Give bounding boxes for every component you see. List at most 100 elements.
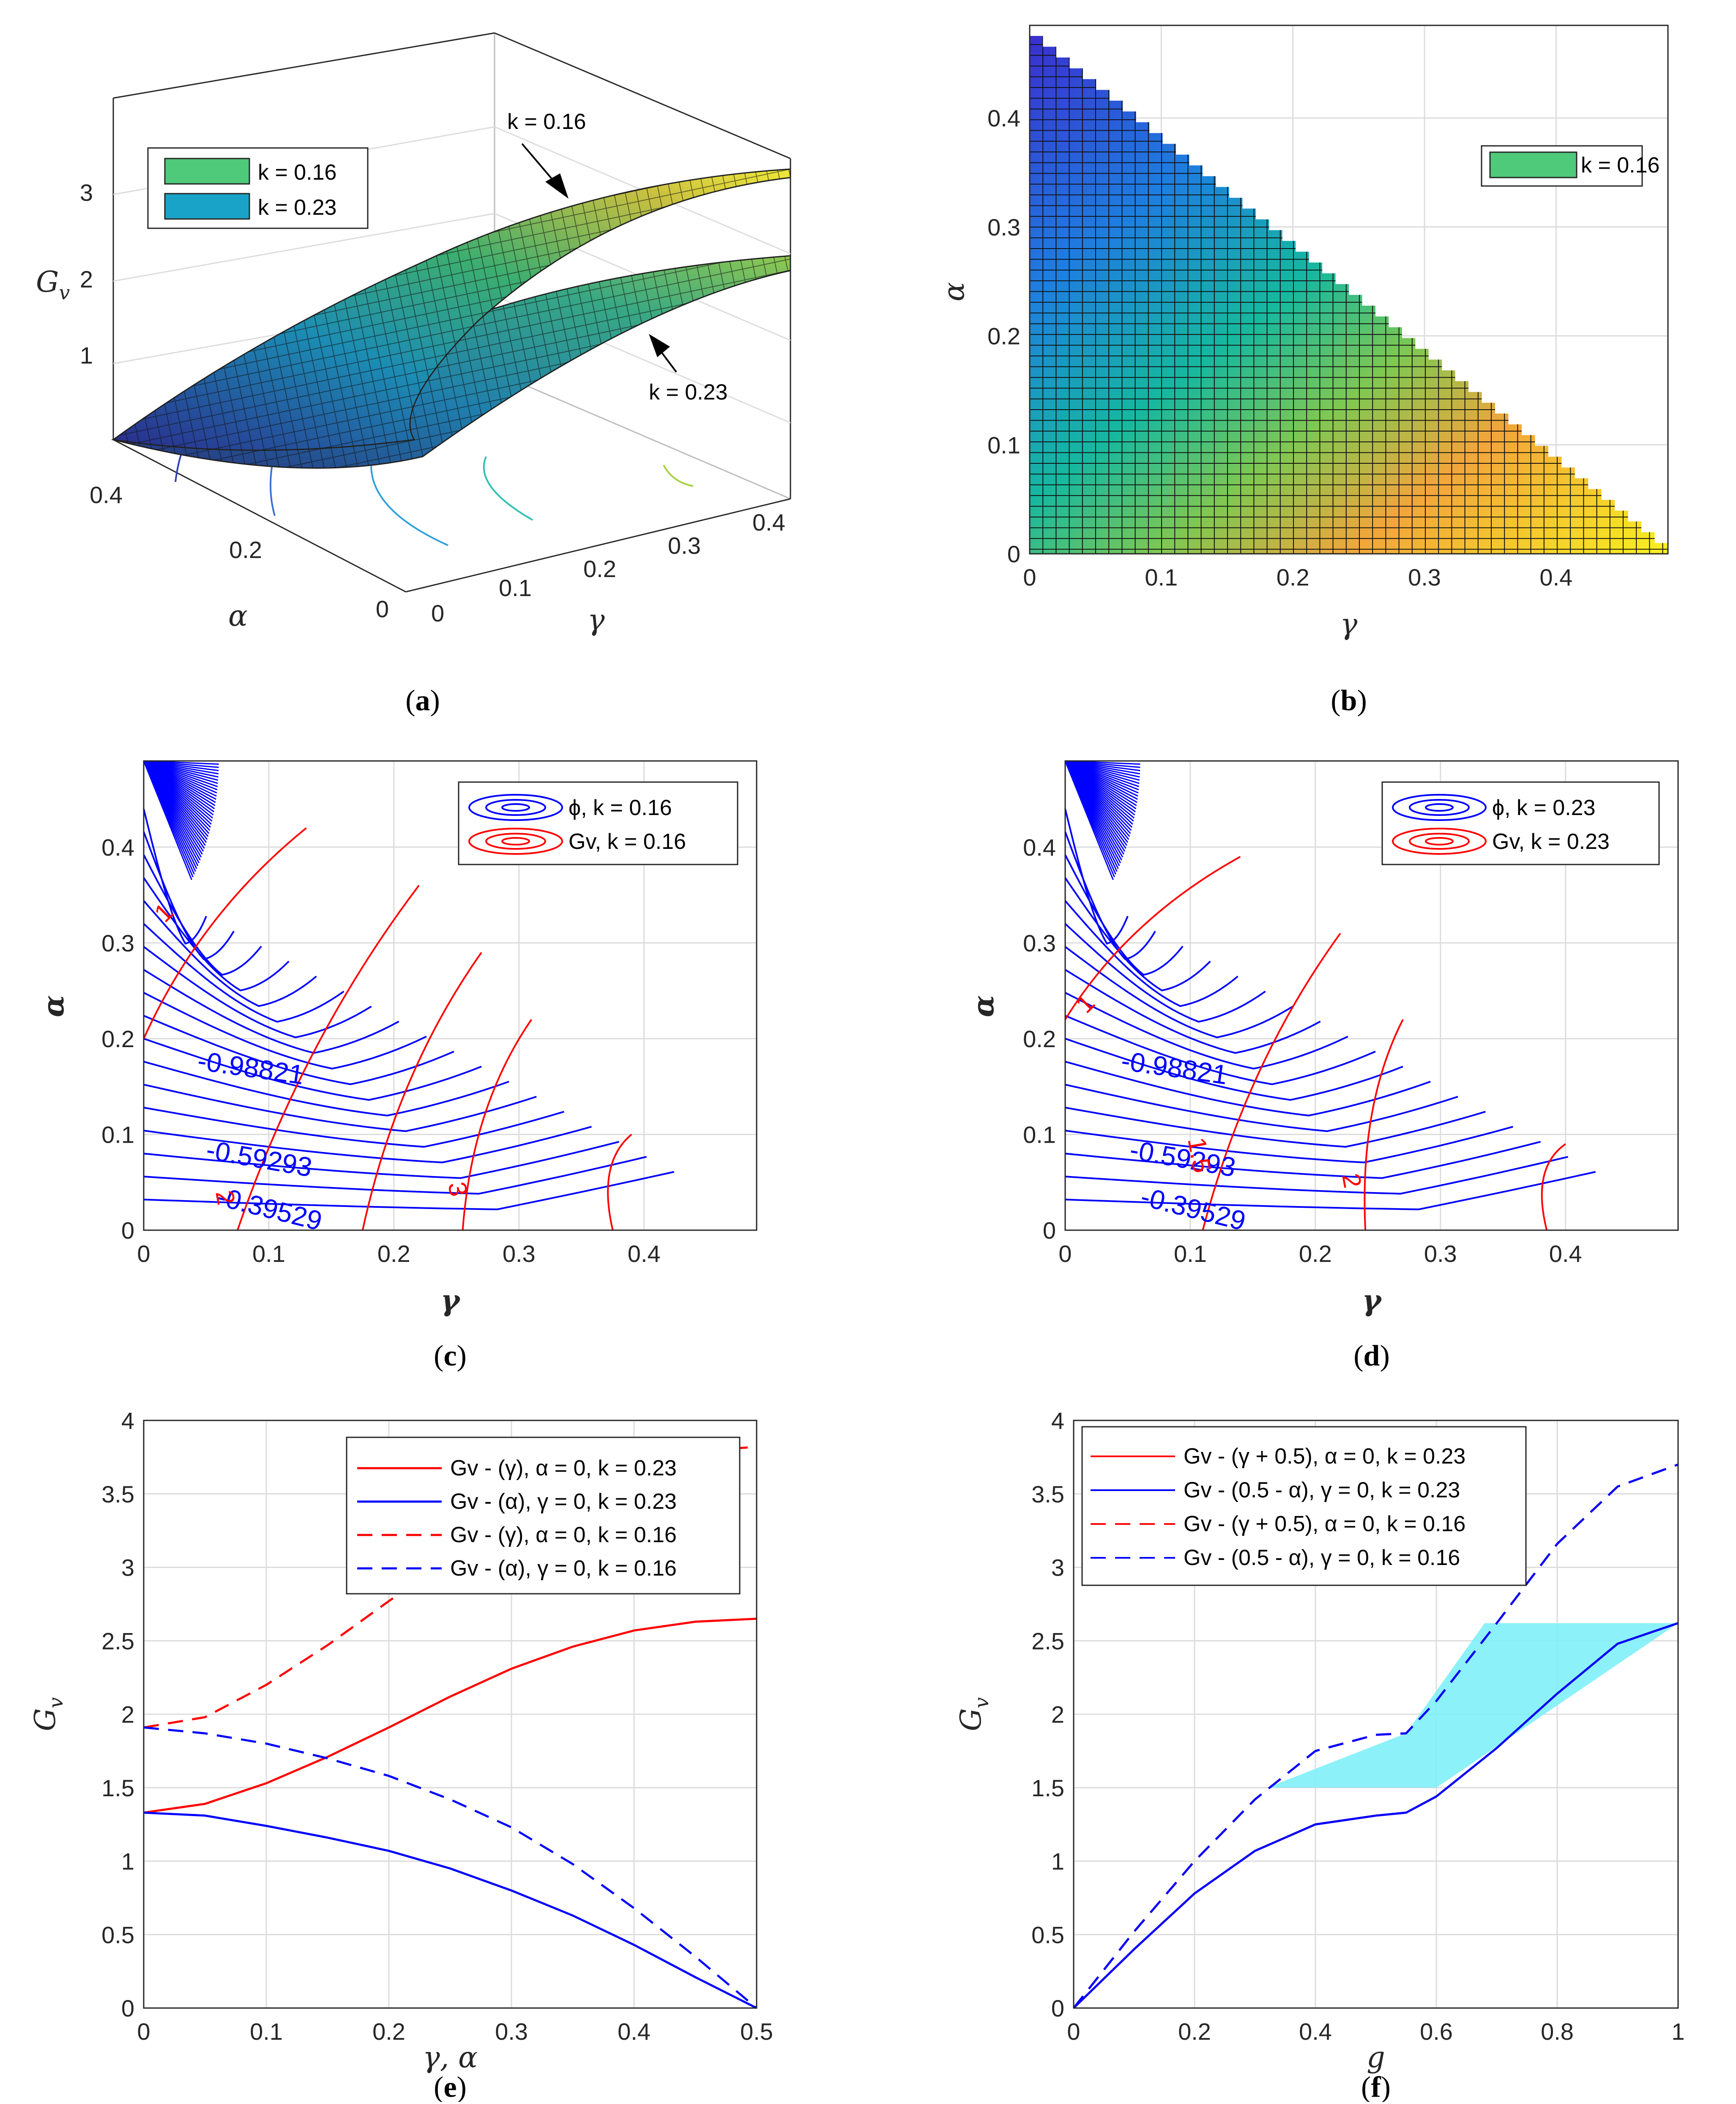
c-y-tick: 0.3: [101, 930, 134, 956]
a-z-tick: 3: [80, 179, 93, 206]
e-axes-frame: [143, 1420, 757, 2009]
f-y-tick: 2.5: [1031, 1628, 1064, 1654]
c-x-tick: 0: [137, 1240, 150, 1267]
b-y-tick: 0.3: [987, 214, 1020, 241]
b-legend: k = 0.16: [1481, 145, 1659, 187]
a-alpha-label: α: [228, 599, 248, 633]
f-y-tick: 4: [1051, 1407, 1064, 1434]
d-legend: ϕ, k = 0.23 Gv, k = 0.23: [1381, 781, 1660, 865]
a-gamma-tick: 0: [431, 600, 444, 627]
d-y-tick: 0: [1043, 1217, 1056, 1244]
e-series-line: [143, 1617, 757, 1814]
e-y-tick: 3: [121, 1554, 134, 1581]
e-y-tick: 3.5: [101, 1481, 134, 1508]
c-legend-entry: Gv, k = 0.16: [569, 829, 686, 854]
c-y-tick: 0.2: [101, 1026, 134, 1052]
f-y-tick: 3.5: [1031, 1481, 1064, 1508]
f-y-tick: 2: [1051, 1701, 1064, 1728]
a-gamma-tick: 0.4: [752, 509, 785, 536]
e-y-tick: 0: [121, 1995, 134, 2022]
d-panel-label: (d): [1353, 1340, 1390, 1372]
d-y-tick: 0.3: [1023, 930, 1056, 956]
a-panel-label: (a): [405, 684, 440, 717]
e-y-tick: 1.5: [101, 1775, 134, 1801]
b-legend-entry: k = 0.16: [1581, 153, 1659, 178]
c-contours: [143, 760, 675, 1231]
b-axes-frame: [1029, 25, 1669, 555]
e-x-label: γ, α: [423, 2041, 478, 2074]
f-panel-label: (f): [1361, 2071, 1391, 2102]
panel-d: 0 0.1 0.2 0.3 0.4 0 0.1 0.2 0.3 0.4 γ α ϕ, k = 0.…: [867, 736, 1736, 1387]
e-legend-entry: Gv - (α), γ = 0, k = 0.16: [450, 1556, 677, 1581]
panel-c-svg: 0 0.1 0.2 0.3 0.4 0 0.1 0.2 0.3 0.4 γ α ϕ, k = 0.…: [37, 760, 757, 1372]
c-x-tick: 0.3: [503, 1240, 536, 1267]
c-panel-label: (c): [434, 1340, 467, 1372]
panel-e: 0 0.1 0.2 0.3 0.4 0.5 0 0.5 1 1.5 2 2.5 3 3.5 4 γ, α G…: [0, 1391, 845, 2104]
e-x-tick: 0.2: [372, 2018, 405, 2045]
b-y-label: α: [938, 282, 971, 301]
b-panel-label: (b): [1331, 684, 1367, 717]
e-y-tick: 4: [121, 1407, 134, 1434]
b-x-tick: 0.3: [1408, 564, 1441, 591]
e-y-tick: 2.5: [101, 1628, 134, 1654]
b-y-tick: 0.1: [987, 432, 1020, 458]
a-z-tick: 2: [80, 266, 93, 293]
a-alpha-tick: 0: [376, 596, 389, 622]
a-z-label: Gv: [36, 265, 70, 304]
e-y-tick: 0.5: [101, 1921, 134, 1948]
a-alpha-tick: 0.4: [90, 482, 123, 508]
c-contour-label: -0.59293: [204, 1134, 314, 1183]
f-x-label: g: [1367, 2041, 1385, 2074]
panel-e-svg: 0 0.1 0.2 0.3 0.4 0.5 0 0.5 1 1.5 2 2.5 3 3.5 4 γ, α G…: [29, 1407, 773, 2104]
e-legend-entry: Gv - (α), γ = 0, k = 0.23: [450, 1489, 677, 1514]
d-contour-label: 2: [1337, 1171, 1367, 1190]
a-alpha-tick: 0.2: [229, 536, 262, 563]
f-y-tick: 1.5: [1031, 1775, 1064, 1801]
f-x-tick: 0.2: [1178, 2018, 1211, 2045]
c-y-tick: 0.1: [101, 1121, 134, 1148]
f-y-tick: 3: [1051, 1554, 1064, 1581]
f-y-label: Gv: [954, 1697, 993, 1731]
b-y-tick: 0.4: [987, 105, 1020, 131]
b-x-tick: 0.2: [1277, 564, 1310, 591]
f-y-tick: 0: [1051, 1995, 1064, 2022]
f-series-line: [1073, 1463, 1679, 2009]
panel-b-svg: 0 0.1 0.2 0.3 0.400.10.20.30.4 γ α k = 0.16 …: [938, 25, 1669, 717]
d-contours: [1064, 760, 1596, 1231]
c-y-tick: 0: [121, 1217, 134, 1244]
f-legend-entry: Gv - (γ + 0.5), α = 0, k = 0.23: [1184, 1444, 1465, 1469]
panel-c: 0 0.1 0.2 0.3 0.4 0 0.1 0.2 0.3 0.4 γ α ϕ, k = 0.…: [0, 736, 845, 1387]
f-y-tick: 0.5: [1031, 1921, 1064, 1948]
e-y-tick: 1: [121, 1848, 134, 1875]
c-contour-label: -0.98821: [196, 1045, 306, 1090]
d-contour-label: 1: [1070, 988, 1100, 1018]
e-legend-entry: Gv - (γ), α = 0, k = 0.23: [450, 1456, 677, 1480]
c-x-tick: 0.4: [628, 1240, 661, 1267]
a-annotation: k = 0.16: [507, 109, 586, 134]
e-x-tick: 0.3: [495, 2018, 528, 2045]
d-contour-label: 1.5: [1182, 1135, 1216, 1175]
panel-d-svg: 0 0.1 0.2 0.3 0.4 0 0.1 0.2 0.3 0.4 γ α ϕ, k = 0.…: [967, 760, 1679, 1372]
e-series-line: [143, 1726, 757, 2009]
f-axes-frame: [1073, 1420, 1679, 2009]
panel-b: 0 0.1 0.2 0.3 0.4 0 0.1 0.2 0.3 0.4 γ α k = 0.16 …: [867, 0, 1736, 727]
f-x-tick: 0.4: [1299, 2018, 1332, 2045]
f-series-line: [1073, 1622, 1679, 2009]
panel-f-svg: 0 0.2 0.4 0.6 0.8 1 0 0.5 1 1.5 2 2.5 3 3.5 4 g Gv Gv …: [954, 1407, 1685, 2104]
f-legend-entry: Gv - (γ + 0.5), α = 0, k = 0.16: [1184, 1512, 1465, 1536]
e-legend-entry: Gv - (γ), α = 0, k = 0.16: [450, 1523, 677, 1547]
f-shaded-band: [1267, 1623, 1678, 1788]
b-y-tick: 0.2: [987, 323, 1020, 350]
c-legend: ϕ, k = 0.16 Gv, k = 0.16: [458, 781, 738, 865]
d-y-tick: 0.1: [1023, 1121, 1056, 1148]
panel-a: 1 2 3 Gv 0.4 0.2 0 α 0 0.1 0.2 0.3 0.4 γ…: [0, 0, 845, 727]
d-x-tick: 0.3: [1424, 1240, 1457, 1267]
d-y-tick: 0.4: [1023, 834, 1056, 861]
e-y-tick: 2: [121, 1701, 134, 1728]
f-x-tick: 0.8: [1541, 2018, 1574, 2045]
c-y-label: α: [37, 995, 71, 1017]
a-z-tick: 1: [80, 342, 93, 369]
f-y-tick: 1: [1051, 1848, 1064, 1875]
c-y-tick: 0.4: [101, 834, 134, 861]
a-gamma-label: γ: [588, 604, 605, 637]
